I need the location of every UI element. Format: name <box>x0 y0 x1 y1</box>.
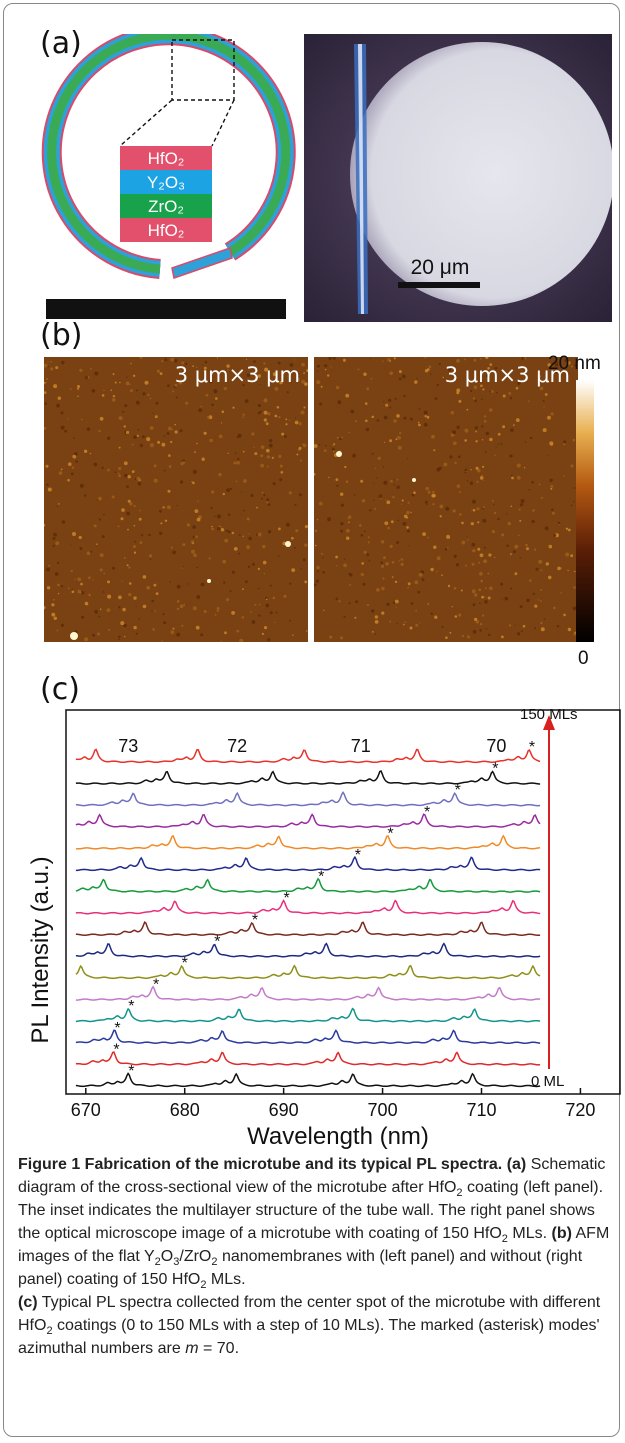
pl-spectrum-line <box>75 791 541 807</box>
mode-70-asterisk: * <box>529 739 535 756</box>
pl-spectrum-line <box>75 985 541 1001</box>
mode-70-asterisk: * <box>492 761 498 778</box>
x-axis-label: Wavelength (nm) <box>247 1123 429 1150</box>
optical-micrograph: 20 μm <box>304 34 612 322</box>
ml-arrow-head <box>543 715 555 730</box>
caption-c-text-4: = 70. <box>202 1340 240 1357</box>
layer-label-hfo2-top: HfO₂ <box>148 149 185 168</box>
caption-a-text-1: Schematic diagram of the cross-sectional… <box>18 1156 606 1196</box>
colorbar-min-label: 0 <box>578 648 589 669</box>
arrow-bottom-label: 0 ML <box>531 1073 564 1090</box>
pl-spectrum-line <box>75 921 541 936</box>
caption-a-tag: (a) <box>506 1156 527 1173</box>
pl-spectrum-line <box>75 813 541 828</box>
x-tick-label: 700 <box>368 1100 398 1120</box>
mode-70-asterisk: * <box>318 869 324 886</box>
mode-70-asterisk: * <box>284 890 290 907</box>
mode-70-asterisk: * <box>128 1063 134 1080</box>
layer-stack: HfO₂ Y₂O₃ ZrO₂ HfO₂ <box>120 146 212 242</box>
pl-spectrum-line <box>75 748 541 764</box>
x-tick-label: 720 <box>565 1100 595 1120</box>
afm-image-left: 3 μm×3 μm <box>44 357 308 642</box>
x-tick-label: 690 <box>269 1100 299 1120</box>
mode-number-label: 71 <box>351 736 371 756</box>
mode-number-label: 72 <box>227 736 247 756</box>
mode-70-asterisk: * <box>128 998 134 1015</box>
x-tick-label: 670 <box>71 1100 101 1120</box>
caption-c-text-1: Typical PL spectra collected from the ce… <box>18 1294 601 1334</box>
caption-sub: 3 <box>173 1256 180 1269</box>
caption-b-text-1: AFM images of the flat Y <box>18 1225 610 1265</box>
caption-b-text-3: /ZrO <box>179 1248 212 1265</box>
x-tick-label: 680 <box>170 1100 200 1120</box>
caption-b-text-2: O <box>160 1248 174 1265</box>
caption-title: Figure 1 Fabrication of the microtube an… <box>18 1156 503 1173</box>
pl-spectrum-line <box>75 769 541 785</box>
layer-hfo2-top <box>120 146 212 170</box>
plot-frame <box>65 709 621 1095</box>
caption-b-tag: (b) <box>551 1225 572 1242</box>
caption-sub: 2 <box>501 1233 508 1246</box>
arrow-top-label: 150 MLs <box>520 706 578 723</box>
caption-sub: 2 <box>46 1325 53 1338</box>
layer-hfo2-bottom <box>120 218 212 242</box>
mode-70-asterisk: * <box>114 1020 120 1037</box>
layer-zro2 <box>120 194 212 218</box>
afm-right-svg <box>314 357 578 642</box>
afm-right-label: 3 μm×3 μm <box>444 363 570 387</box>
panel-a-label: (a) <box>40 26 82 61</box>
mode-70-asterisk: * <box>387 825 393 842</box>
scale-bar-label: 20 μm <box>411 256 470 279</box>
pl-spectrum-line <box>75 899 541 915</box>
mode-70-asterisk: * <box>113 1041 119 1058</box>
y-axis-label: PL Intensity (a.u.) <box>27 856 54 1043</box>
afm-left-label: 3 μm×3 μm <box>174 363 300 387</box>
caption-sub: 2 <box>456 1187 463 1200</box>
afm-left-svg <box>44 357 308 642</box>
mode-number-label: 70 <box>486 736 506 756</box>
caption-c-tag: (c) <box>18 1294 38 1311</box>
mode-70-asterisk: * <box>214 933 220 950</box>
caption-sub: 2 <box>211 1256 218 1269</box>
pl-spectrum-line <box>75 1051 541 1066</box>
caption-a-text-2: coating (left panel). The inset indicate… <box>18 1179 604 1242</box>
caption-sub: 2 <box>154 1256 161 1269</box>
pl-spectrum-line <box>75 834 541 850</box>
substrate <box>46 299 286 319</box>
layer-y2o3 <box>120 170 212 194</box>
mode-number-label: 73 <box>118 736 138 756</box>
pl-spectrum-line <box>75 855 541 872</box>
caption-b-text-4: nanomembranes with (left panel) and with… <box>18 1248 583 1288</box>
caption-c-text-2: coatings (0 to 150 MLs with a step of 10… <box>18 1317 600 1357</box>
layer-label-zro2: ZrO₂ <box>148 197 184 216</box>
caption-b-text-5: MLs. <box>210 1271 246 1288</box>
layer-label-hfo2-bottom: HfO₂ <box>148 221 185 240</box>
mode-70-asterisk: * <box>153 977 159 994</box>
pl-spectrum-line <box>75 1029 541 1045</box>
mode-70-asterisk: * <box>182 955 188 972</box>
caption-a-text-3: MLs. <box>512 1225 548 1242</box>
panel-b-label: (b) <box>40 318 83 353</box>
microtube-schematic: HfO₂ Y₂O₃ ZrO₂ HfO₂ <box>41 34 296 319</box>
panel-c-label: (c) <box>40 672 80 707</box>
caption-c-text-3: m <box>185 1340 199 1357</box>
pl-spectrum-line <box>75 1072 541 1088</box>
pl-spectrum-line <box>75 877 541 893</box>
x-tick-label: 710 <box>466 1100 496 1120</box>
caption-sub: 2 <box>200 1279 207 1292</box>
layer-label-y2o3: Y₂O₃ <box>147 173 185 192</box>
mode-70-asterisk: * <box>424 804 430 821</box>
afm-image-right: 3 μm×3 μm <box>314 357 578 642</box>
pl-spectra-chart: PL Intensity (a.u.) 670 680 690 700 710 720 *… <box>27 706 621 1150</box>
pl-spectrum-line <box>75 964 541 980</box>
mode-70-asterisk: * <box>252 912 258 929</box>
mode-70-asterisk: * <box>355 847 361 864</box>
figure-caption: Figure 1 Fabrication of the microtube an… <box>18 1153 610 1360</box>
colorbar-max-label: 20 nm <box>548 353 601 374</box>
afm-colorbar <box>576 380 594 642</box>
mode-70-asterisk: * <box>455 782 461 799</box>
pl-spectrum-line <box>75 942 541 958</box>
pl-spectrum-line <box>75 1007 541 1023</box>
